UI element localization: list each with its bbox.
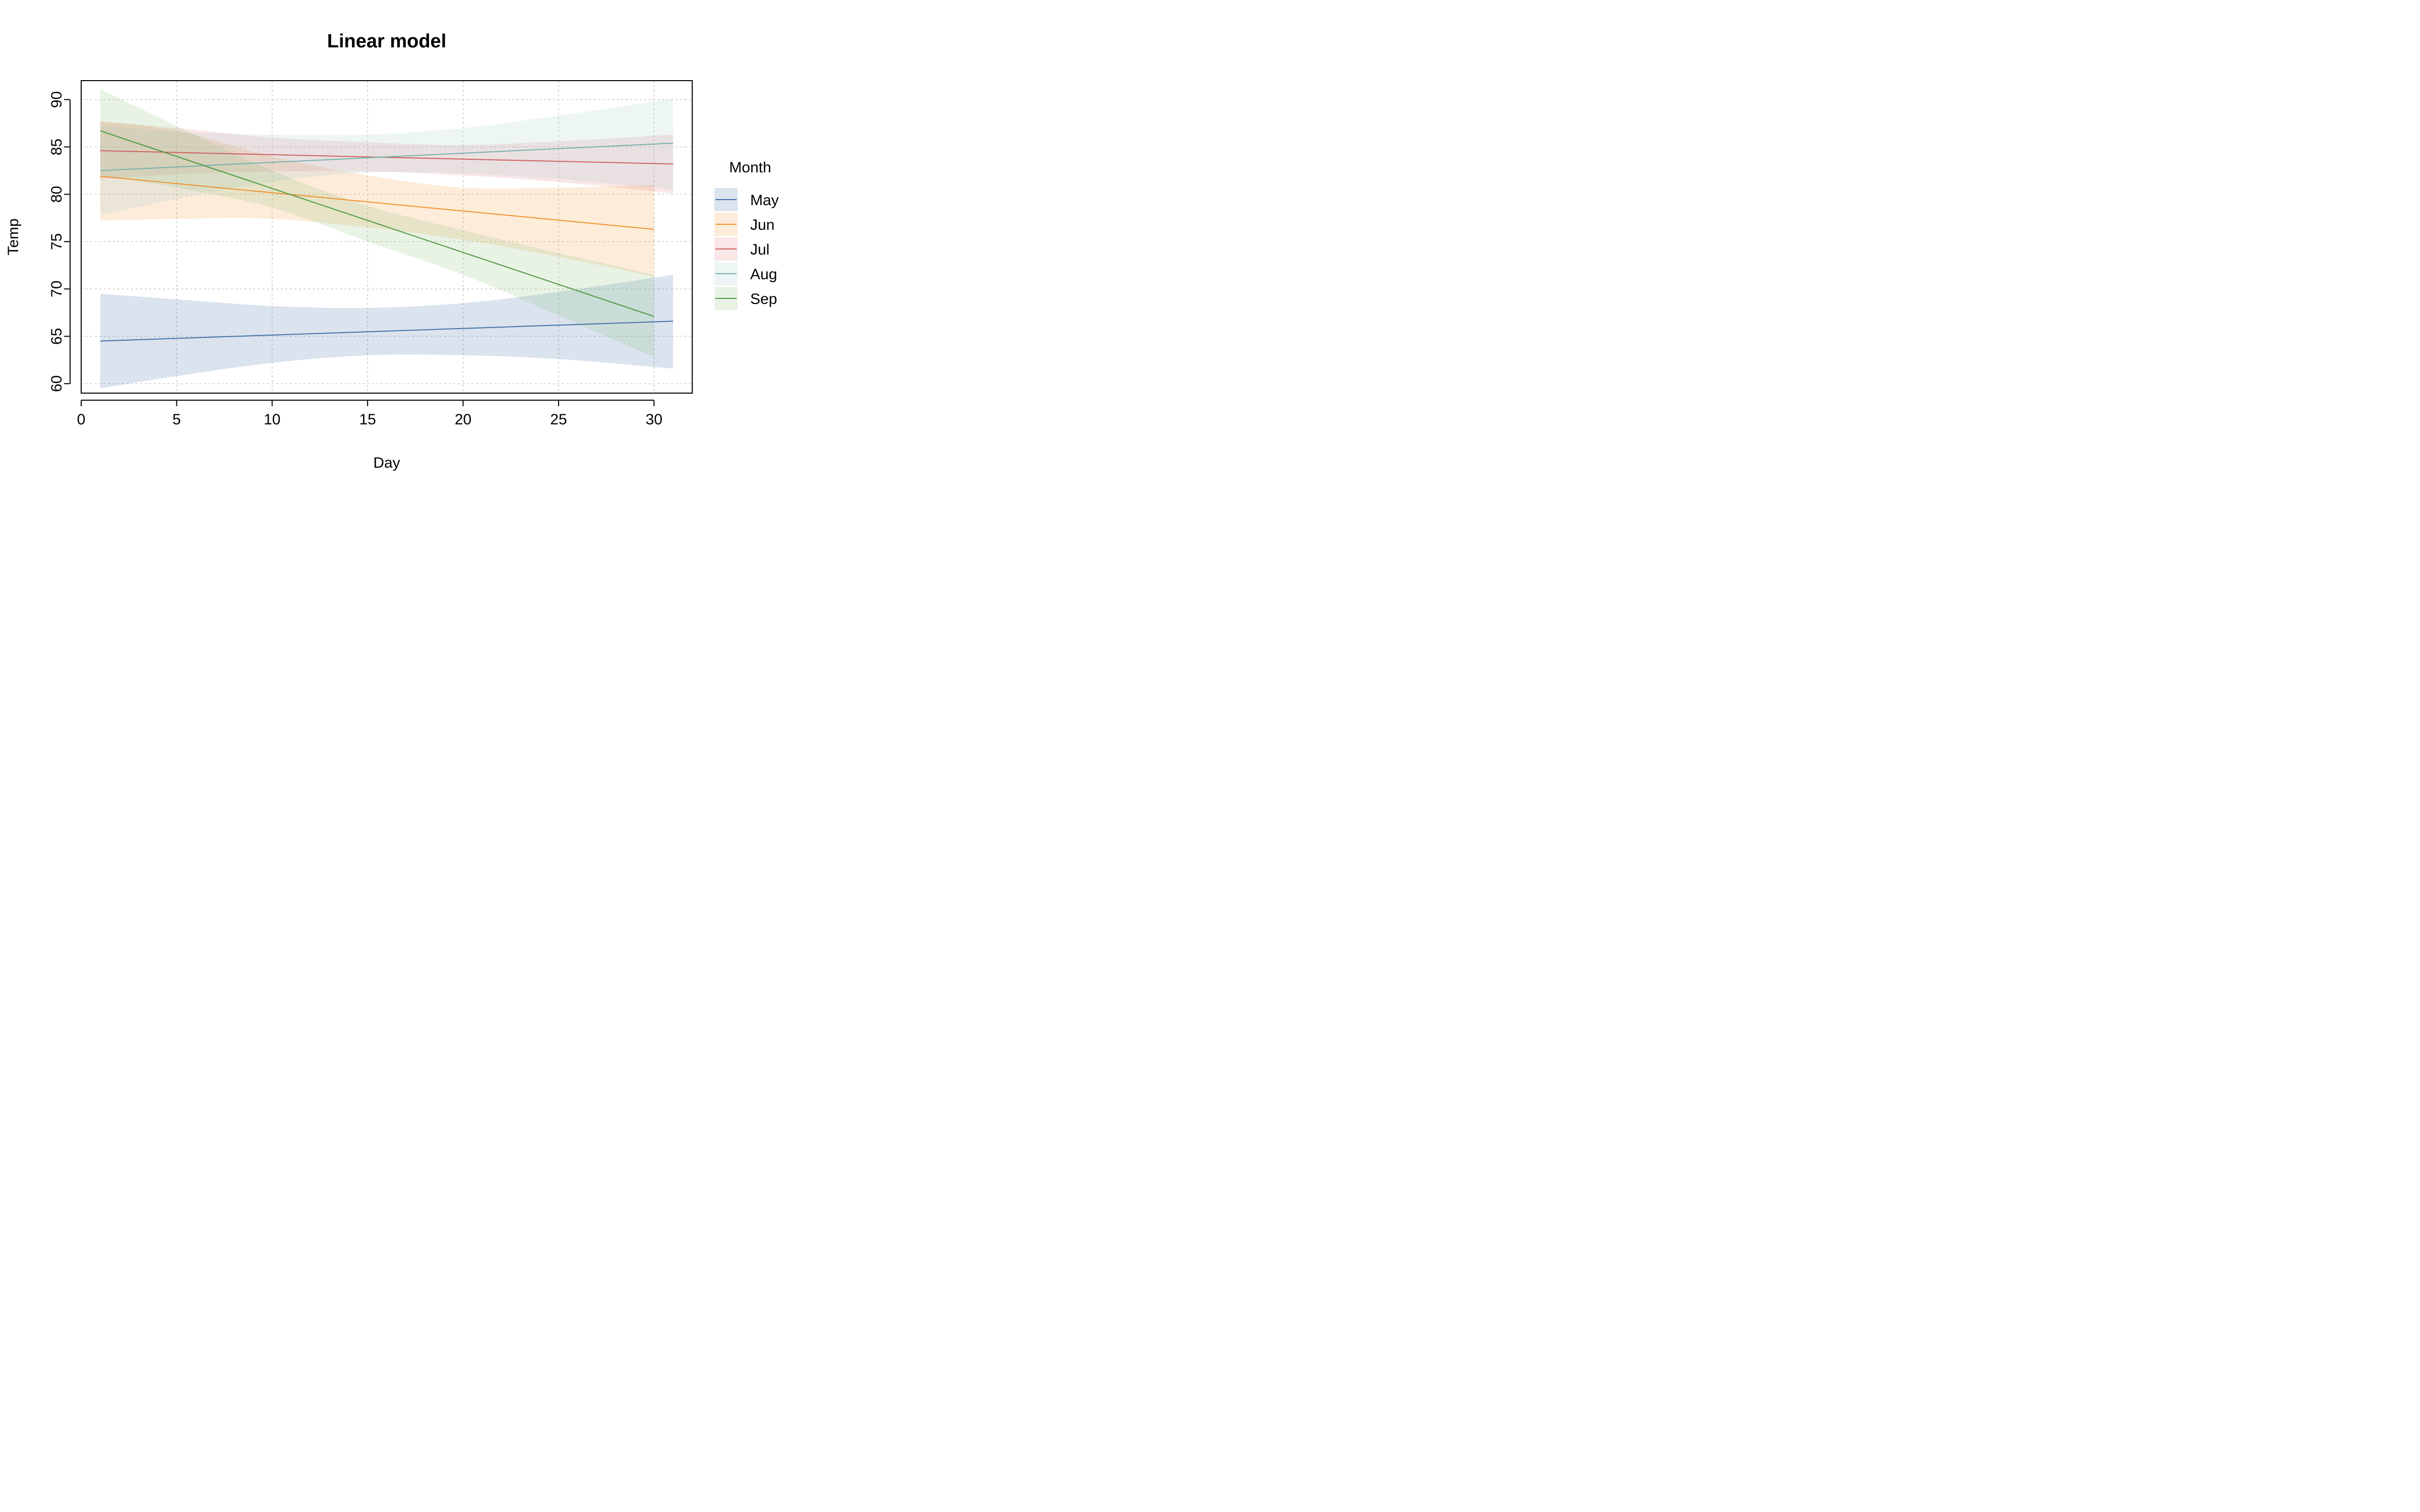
legend-label-jun: Jun (750, 217, 774, 233)
x-tick-label-20: 20 (455, 411, 471, 428)
legend-label-may: May (750, 192, 779, 209)
line-aug (100, 143, 674, 171)
x-axis-label: Day (373, 455, 400, 471)
x-tick-label-15: 15 (359, 411, 376, 428)
legend-label-aug: Aug (750, 266, 777, 283)
y-tick-label-70: 70 (48, 281, 65, 297)
plot-frame (81, 80, 693, 394)
band-jun (100, 121, 654, 277)
legend: Month May Jun Jul Aug Sep (714, 159, 779, 310)
y-axis: 60 65 70 75 80 85 90 (48, 91, 71, 392)
legend-label-sep: Sep (750, 291, 777, 307)
line-may (100, 321, 674, 342)
confidence-bands (100, 89, 674, 389)
y-tick-label-90: 90 (48, 91, 65, 108)
legend-title: Month (729, 159, 771, 176)
x-axis: 0 5 10 15 20 25 30 (77, 400, 662, 428)
x-tick-label-5: 5 (172, 411, 181, 428)
x-tick-label-0: 0 (77, 411, 86, 428)
y-tick-label-85: 85 (48, 139, 65, 155)
y-axis-label: Temp (5, 218, 22, 255)
x-tick-label-25: 25 (550, 411, 567, 428)
chart: Linear model 0 5 10 15 20 25 30 60 65 70 75 80 85 90… (5, 31, 779, 471)
y-tick-label-75: 75 (48, 233, 65, 250)
y-tick-label-80: 80 (48, 186, 65, 203)
x-tick-label-30: 30 (646, 411, 662, 428)
x-tick-label-10: 10 (264, 411, 280, 428)
grid (81, 81, 692, 393)
line-sep (100, 130, 654, 317)
chart-title: Linear model (327, 31, 447, 52)
fit-lines (100, 130, 674, 342)
y-tick-label-60: 60 (48, 375, 65, 392)
legend-label-jul: Jul (750, 241, 769, 258)
y-tick-label-65: 65 (48, 328, 65, 345)
line-jun (100, 175, 654, 230)
